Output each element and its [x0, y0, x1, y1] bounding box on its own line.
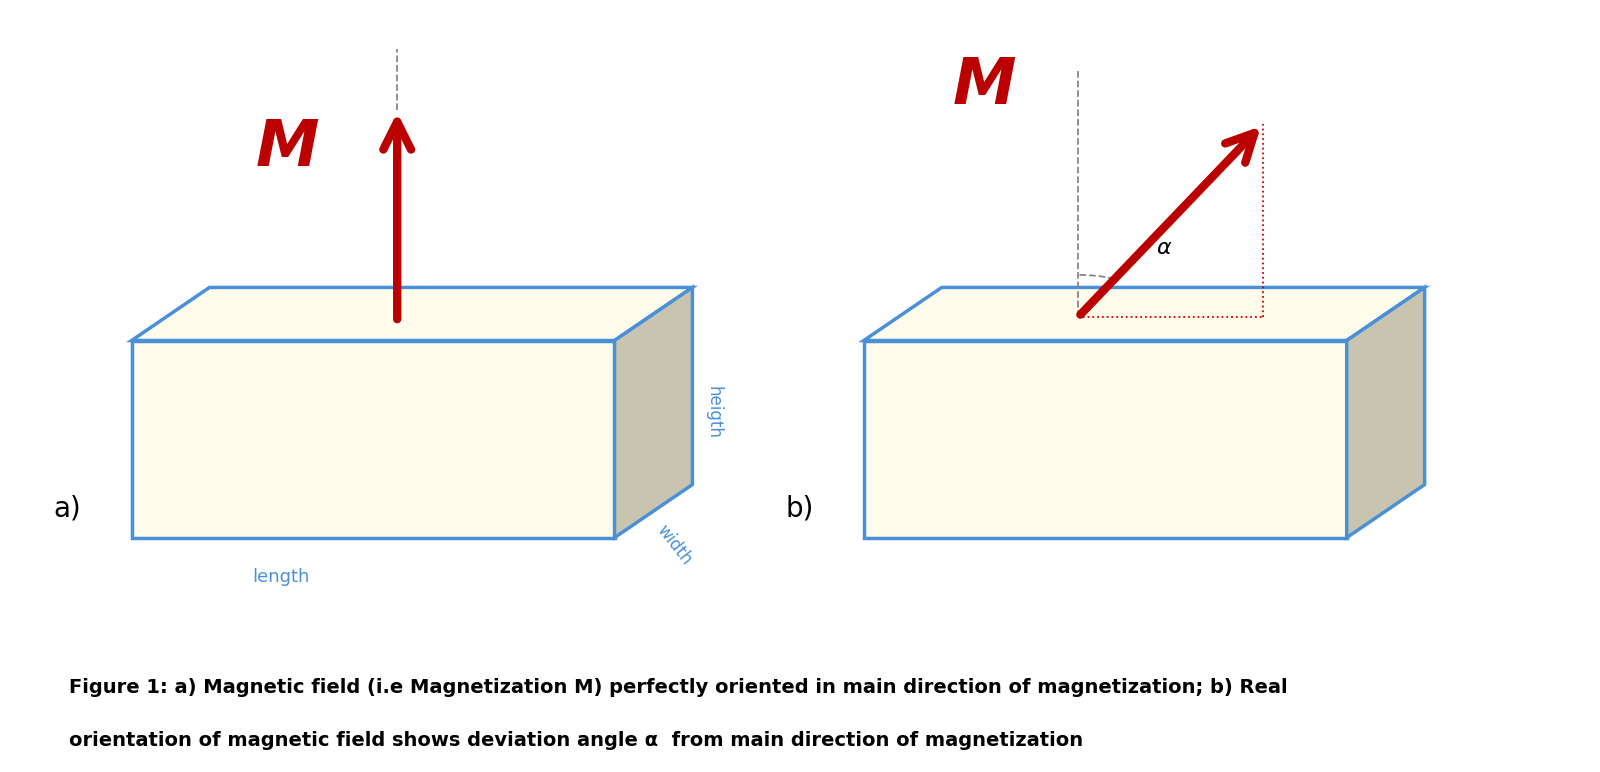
Text: M: M	[256, 117, 320, 178]
Text: width: width	[653, 522, 696, 569]
Polygon shape	[614, 287, 693, 537]
Text: orientation of magnetic field shows deviation angle α  from main direction of ma: orientation of magnetic field shows devi…	[69, 731, 1083, 750]
Polygon shape	[131, 287, 693, 340]
Text: M: M	[952, 55, 1016, 117]
Text: $\alpha$: $\alpha$	[1155, 239, 1171, 259]
Polygon shape	[864, 287, 1424, 340]
Text: Figure 1: a) Magnetic field (i.e Magnetization M) perfectly oriented in main dir: Figure 1: a) Magnetic field (i.e Magneti…	[69, 678, 1288, 697]
Text: length: length	[253, 568, 310, 586]
Polygon shape	[131, 340, 614, 537]
Text: a): a)	[54, 494, 82, 523]
Polygon shape	[1347, 287, 1424, 537]
Text: b): b)	[786, 494, 814, 523]
Polygon shape	[864, 340, 1347, 537]
Text: heigth: heigth	[706, 386, 723, 439]
